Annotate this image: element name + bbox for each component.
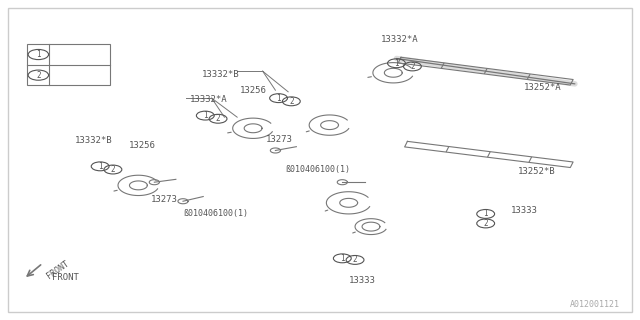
- Text: 13273: 13273: [151, 195, 178, 204]
- Text: 2: 2: [353, 255, 357, 264]
- Text: 13256: 13256: [241, 86, 268, 95]
- Text: 2: 2: [410, 62, 415, 71]
- Text: 2: 2: [36, 71, 41, 80]
- Text: ß010406100(1): ß010406100(1): [285, 165, 350, 174]
- Text: 2: 2: [289, 97, 294, 106]
- Text: FRONT: FRONT: [45, 259, 70, 280]
- FancyBboxPatch shape: [27, 44, 109, 85]
- Text: 1: 1: [98, 162, 102, 171]
- Text: 1: 1: [483, 209, 488, 219]
- Text: 1: 1: [394, 59, 399, 68]
- Text: 1: 1: [36, 50, 41, 59]
- Text: 2: 2: [483, 219, 488, 228]
- Text: A012001121: A012001121: [570, 300, 620, 309]
- Text: 13332*A: 13332*A: [189, 95, 227, 104]
- Text: 13234: 13234: [62, 71, 89, 80]
- Text: 13333: 13333: [349, 276, 376, 285]
- Text: 13256: 13256: [129, 141, 156, 150]
- Text: 13273: 13273: [266, 135, 292, 144]
- Text: 13332*B: 13332*B: [75, 136, 112, 146]
- Text: FRONT: FRONT: [52, 273, 79, 282]
- Text: 13252*A: 13252*A: [524, 83, 561, 92]
- Text: 13252*B: 13252*B: [518, 167, 555, 176]
- Text: 2: 2: [111, 165, 115, 174]
- Text: 1: 1: [203, 111, 207, 120]
- Text: 13333: 13333: [511, 206, 538, 215]
- Text: C0062: C0062: [62, 50, 89, 59]
- Text: 1: 1: [340, 254, 344, 263]
- Text: 13332*A: 13332*A: [381, 35, 418, 44]
- Text: 13332*B: 13332*B: [202, 70, 240, 79]
- Text: 1: 1: [276, 94, 281, 103]
- Text: 2: 2: [216, 114, 220, 123]
- Text: ß010406100(1): ß010406100(1): [183, 209, 248, 219]
